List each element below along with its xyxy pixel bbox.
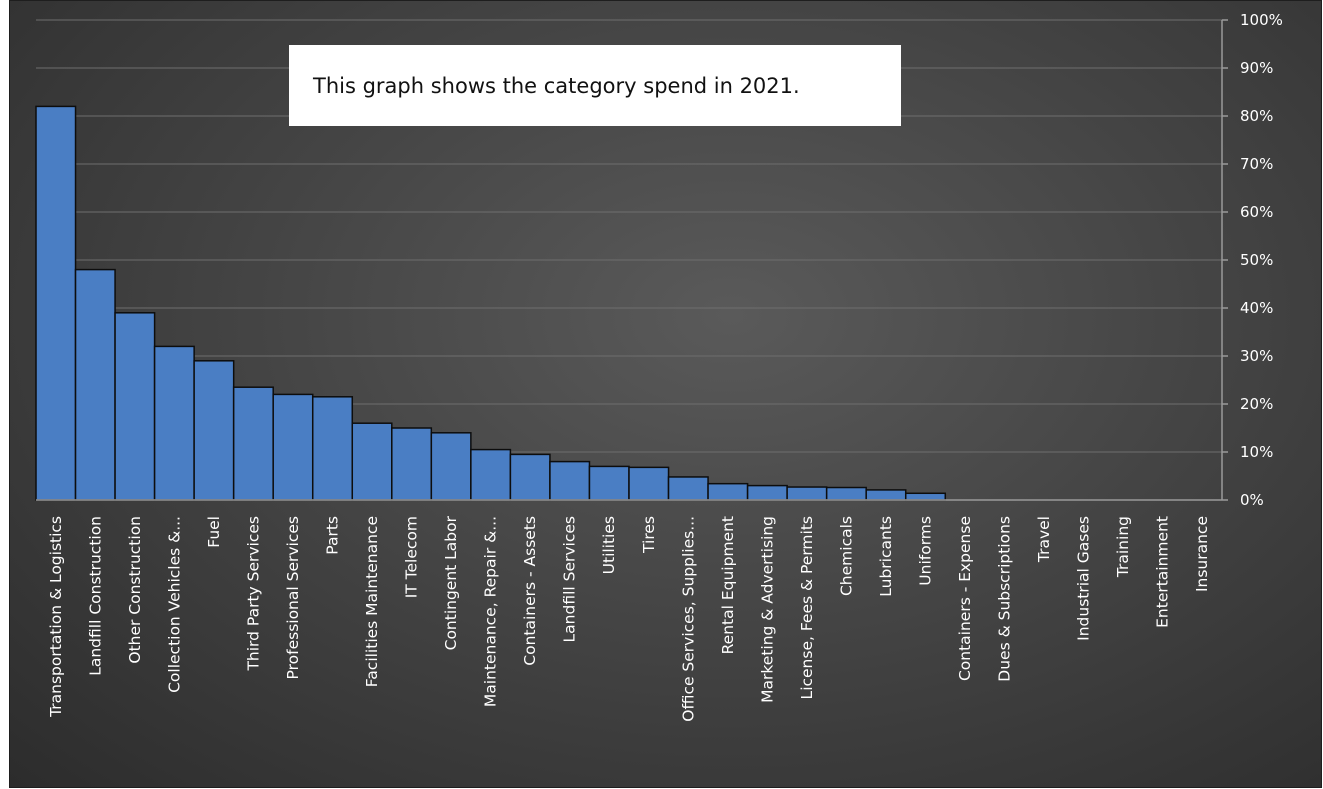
bar-16 (628, 466, 670, 501)
bar-17 (667, 476, 709, 501)
category-label: Containers - Assets (521, 516, 539, 666)
y-tick-label: 20% (1240, 395, 1273, 413)
category-label: License, Fees & Permits (798, 516, 816, 699)
y-tick-label: 40% (1240, 299, 1273, 317)
annotation-text: This graph shows the category spend in 2… (313, 73, 800, 98)
bar-5 (193, 360, 235, 501)
category-label: Landfill Construction (86, 516, 104, 676)
y-tick-label: 100% (1240, 11, 1283, 29)
category-label: Marketing & Advertising (758, 516, 776, 703)
y-tick-label: 30% (1240, 347, 1273, 365)
bar-23 (904, 492, 947, 501)
category-label: Other Construction (126, 516, 144, 664)
category-label: Contingent Labor (442, 515, 460, 650)
bar-12 (470, 448, 512, 501)
bar-20 (786, 486, 828, 501)
y-tick-label: 50% (1240, 251, 1273, 269)
y-tick-label: 0% (1240, 491, 1264, 509)
category-label: Rental Equipment (719, 516, 737, 654)
category-label: Office Services, Supplies... (679, 516, 697, 722)
category-label: Dues & Subscriptions (996, 516, 1014, 682)
category-label: Entertainment (1154, 516, 1172, 628)
category-label: Tires (640, 516, 658, 554)
bar-9 (351, 422, 393, 501)
bar-8 (311, 396, 354, 501)
category-label: Training (1114, 516, 1132, 578)
category-label: Utilities (600, 516, 618, 574)
category-label: Travel (1035, 516, 1053, 563)
y-axis-ticks: 0% 10% 20% 30% 40% 50% 60% 70% 80% 90% 100% (1222, 11, 1283, 509)
bar-4 (153, 345, 195, 501)
bar-2 (74, 268, 116, 501)
category-label: Collection Vehicles &... (165, 516, 183, 693)
category-label: Lubricants (877, 516, 895, 597)
y-tick-label: 90% (1240, 59, 1273, 77)
category-label: Insurance (1193, 516, 1211, 592)
bar-6 (232, 386, 274, 501)
category-label: Landfill Services (561, 516, 579, 642)
bar-11 (430, 432, 472, 501)
y-tick-label: 60% (1240, 203, 1273, 221)
bar-21 (825, 486, 867, 501)
category-label: Uniforms (917, 516, 935, 586)
bars (35, 105, 947, 501)
category-label: Parts (324, 516, 342, 555)
category-label: Maintenance, Repair &... (482, 516, 500, 707)
category-label: Industrial Gases (1075, 516, 1093, 641)
y-tick-label: 70% (1240, 155, 1273, 173)
x-axis-labels: Transportation & Logistics Landfill Const… (47, 515, 1211, 721)
bar-15 (588, 465, 630, 501)
bar-22 (865, 489, 907, 501)
bar-3 (114, 312, 156, 501)
category-label: Third Party Services (244, 516, 262, 672)
category-label: Facilities Maintenance (363, 516, 381, 687)
category-label: Chemicals (837, 516, 855, 596)
bar-14 (549, 460, 591, 501)
category-label: Containers - Expense (956, 516, 974, 681)
bar-18 (707, 482, 749, 501)
bar-13 (509, 453, 551, 501)
y-tick-label: 80% (1240, 107, 1273, 125)
category-label: IT Telecom (403, 516, 421, 598)
category-label: Fuel (205, 516, 223, 548)
bar-1 (35, 105, 77, 501)
category-label: Transportation & Logistics (47, 516, 65, 718)
y-tick-label: 10% (1240, 443, 1273, 461)
bar-7 (272, 393, 314, 501)
annotation-box: This graph shows the category spend in 2… (289, 45, 901, 126)
bar-10 (391, 427, 433, 501)
bar-19 (746, 484, 788, 501)
category-label: Professional Services (284, 516, 302, 679)
